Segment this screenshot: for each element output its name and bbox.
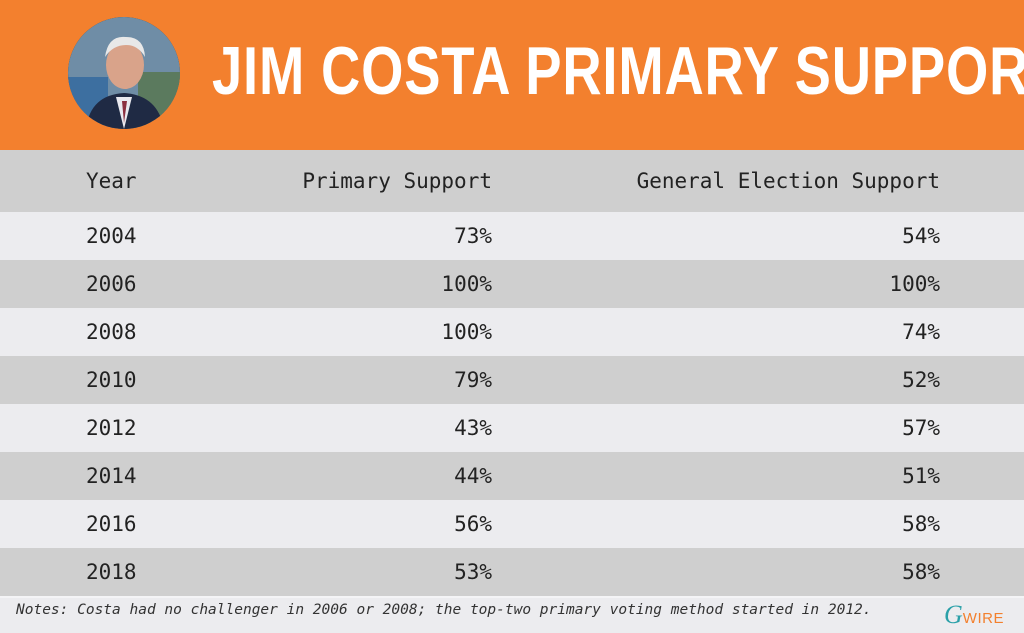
- cell-general-support: 51%: [492, 452, 940, 500]
- cell-year: 2012: [86, 404, 206, 452]
- cell-general-support: 54%: [492, 212, 940, 260]
- portrait-photo: [68, 17, 180, 129]
- footnote: Notes: Costa had no challenger in 2006 o…: [16, 602, 872, 618]
- column-header-year: Year: [86, 150, 206, 212]
- column-header-primary: Primary Support: [206, 150, 492, 212]
- table-row: 2014 44% 51%: [0, 452, 1024, 500]
- cell-primary-support: 100%: [206, 308, 492, 356]
- table-row: 2008 100% 74%: [0, 308, 1024, 356]
- footer: Notes: Costa had no challenger in 2006 o…: [0, 598, 1024, 633]
- cell-primary-support: 53%: [206, 548, 492, 596]
- table-row: 2018 53% 58%: [0, 548, 1024, 596]
- cell-year: 2008: [86, 308, 206, 356]
- cell-general-support: 57%: [492, 404, 940, 452]
- table-header-row: Year Primary Support General Election Su…: [0, 150, 1024, 212]
- table-row: 2010 79% 52%: [0, 356, 1024, 404]
- table-row: 2016 56% 58%: [0, 500, 1024, 548]
- cell-year: 2004: [86, 212, 206, 260]
- cell-primary-support: 56%: [206, 500, 492, 548]
- gvwire-logo: GWIRE: [944, 600, 1004, 629]
- cell-primary-support: 79%: [206, 356, 492, 404]
- cell-year: 2010: [86, 356, 206, 404]
- avatar: [68, 17, 180, 129]
- table-row: 2004 73% 54%: [0, 212, 1024, 260]
- table-row: 2006 100% 100%: [0, 260, 1024, 308]
- logo-text: WIRE: [962, 610, 1004, 627]
- support-table: Year Primary Support General Election Su…: [0, 150, 1024, 596]
- cell-primary-support: 43%: [206, 404, 492, 452]
- page-title: JIM COSTA PRIMARY SUPPORT: [212, 33, 1024, 109]
- cell-general-support: 52%: [492, 356, 940, 404]
- cell-year: 2006: [86, 260, 206, 308]
- cell-general-support: 58%: [492, 500, 940, 548]
- logo-mark: G: [944, 600, 963, 629]
- cell-year: 2016: [86, 500, 206, 548]
- cell-primary-support: 44%: [206, 452, 492, 500]
- cell-primary-support: 73%: [206, 212, 492, 260]
- cell-year: 2018: [86, 548, 206, 596]
- header-banner: JIM COSTA PRIMARY SUPPORT: [0, 0, 1024, 150]
- cell-primary-support: 100%: [206, 260, 492, 308]
- column-header-general: General Election Support: [492, 150, 940, 212]
- cell-year: 2014: [86, 452, 206, 500]
- table-row: 2012 43% 57%: [0, 404, 1024, 452]
- cell-general-support: 58%: [492, 548, 940, 596]
- cell-general-support: 74%: [492, 308, 940, 356]
- cell-general-support: 100%: [492, 260, 940, 308]
